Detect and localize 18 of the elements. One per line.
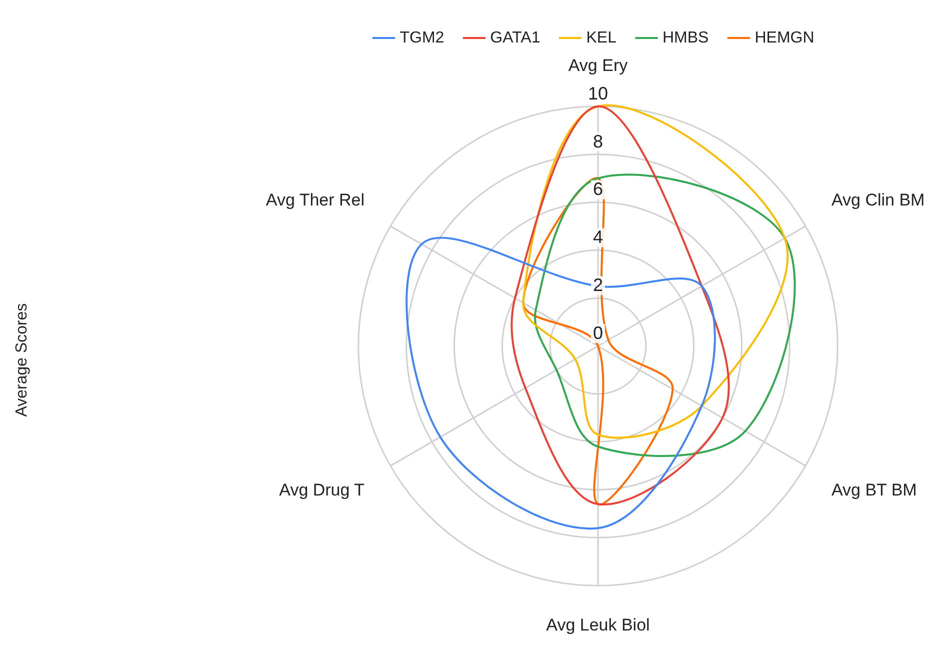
y-tick-label: 6 — [592, 179, 604, 200]
legend-label: HMBS — [662, 29, 709, 46]
spoke-label: Avg Drug T — [279, 480, 365, 500]
legend-label: KEL — [586, 29, 617, 46]
spoke-label: Avg BT BM — [831, 480, 917, 500]
y-tick-label: 0 — [592, 322, 604, 343]
legend-label: HEMGN — [754, 29, 814, 46]
text: Average Scores — [13, 303, 30, 417]
spoke-label: Avg Clin BM — [831, 190, 925, 210]
legend-label: GATA1 — [490, 29, 540, 46]
y-tick-label: 4 — [592, 227, 604, 248]
spoke-label: Avg Ther Rel — [266, 190, 365, 210]
y-tick-label: 2 — [592, 275, 604, 296]
y-tick-label: 8 — [592, 131, 604, 152]
spoke-label: Avg Ery — [568, 56, 628, 75]
y-tick-label: 10 — [588, 83, 608, 104]
spoke-label: Avg Leuk Biol — [546, 615, 650, 634]
legend-label: TGM2 — [400, 29, 444, 46]
